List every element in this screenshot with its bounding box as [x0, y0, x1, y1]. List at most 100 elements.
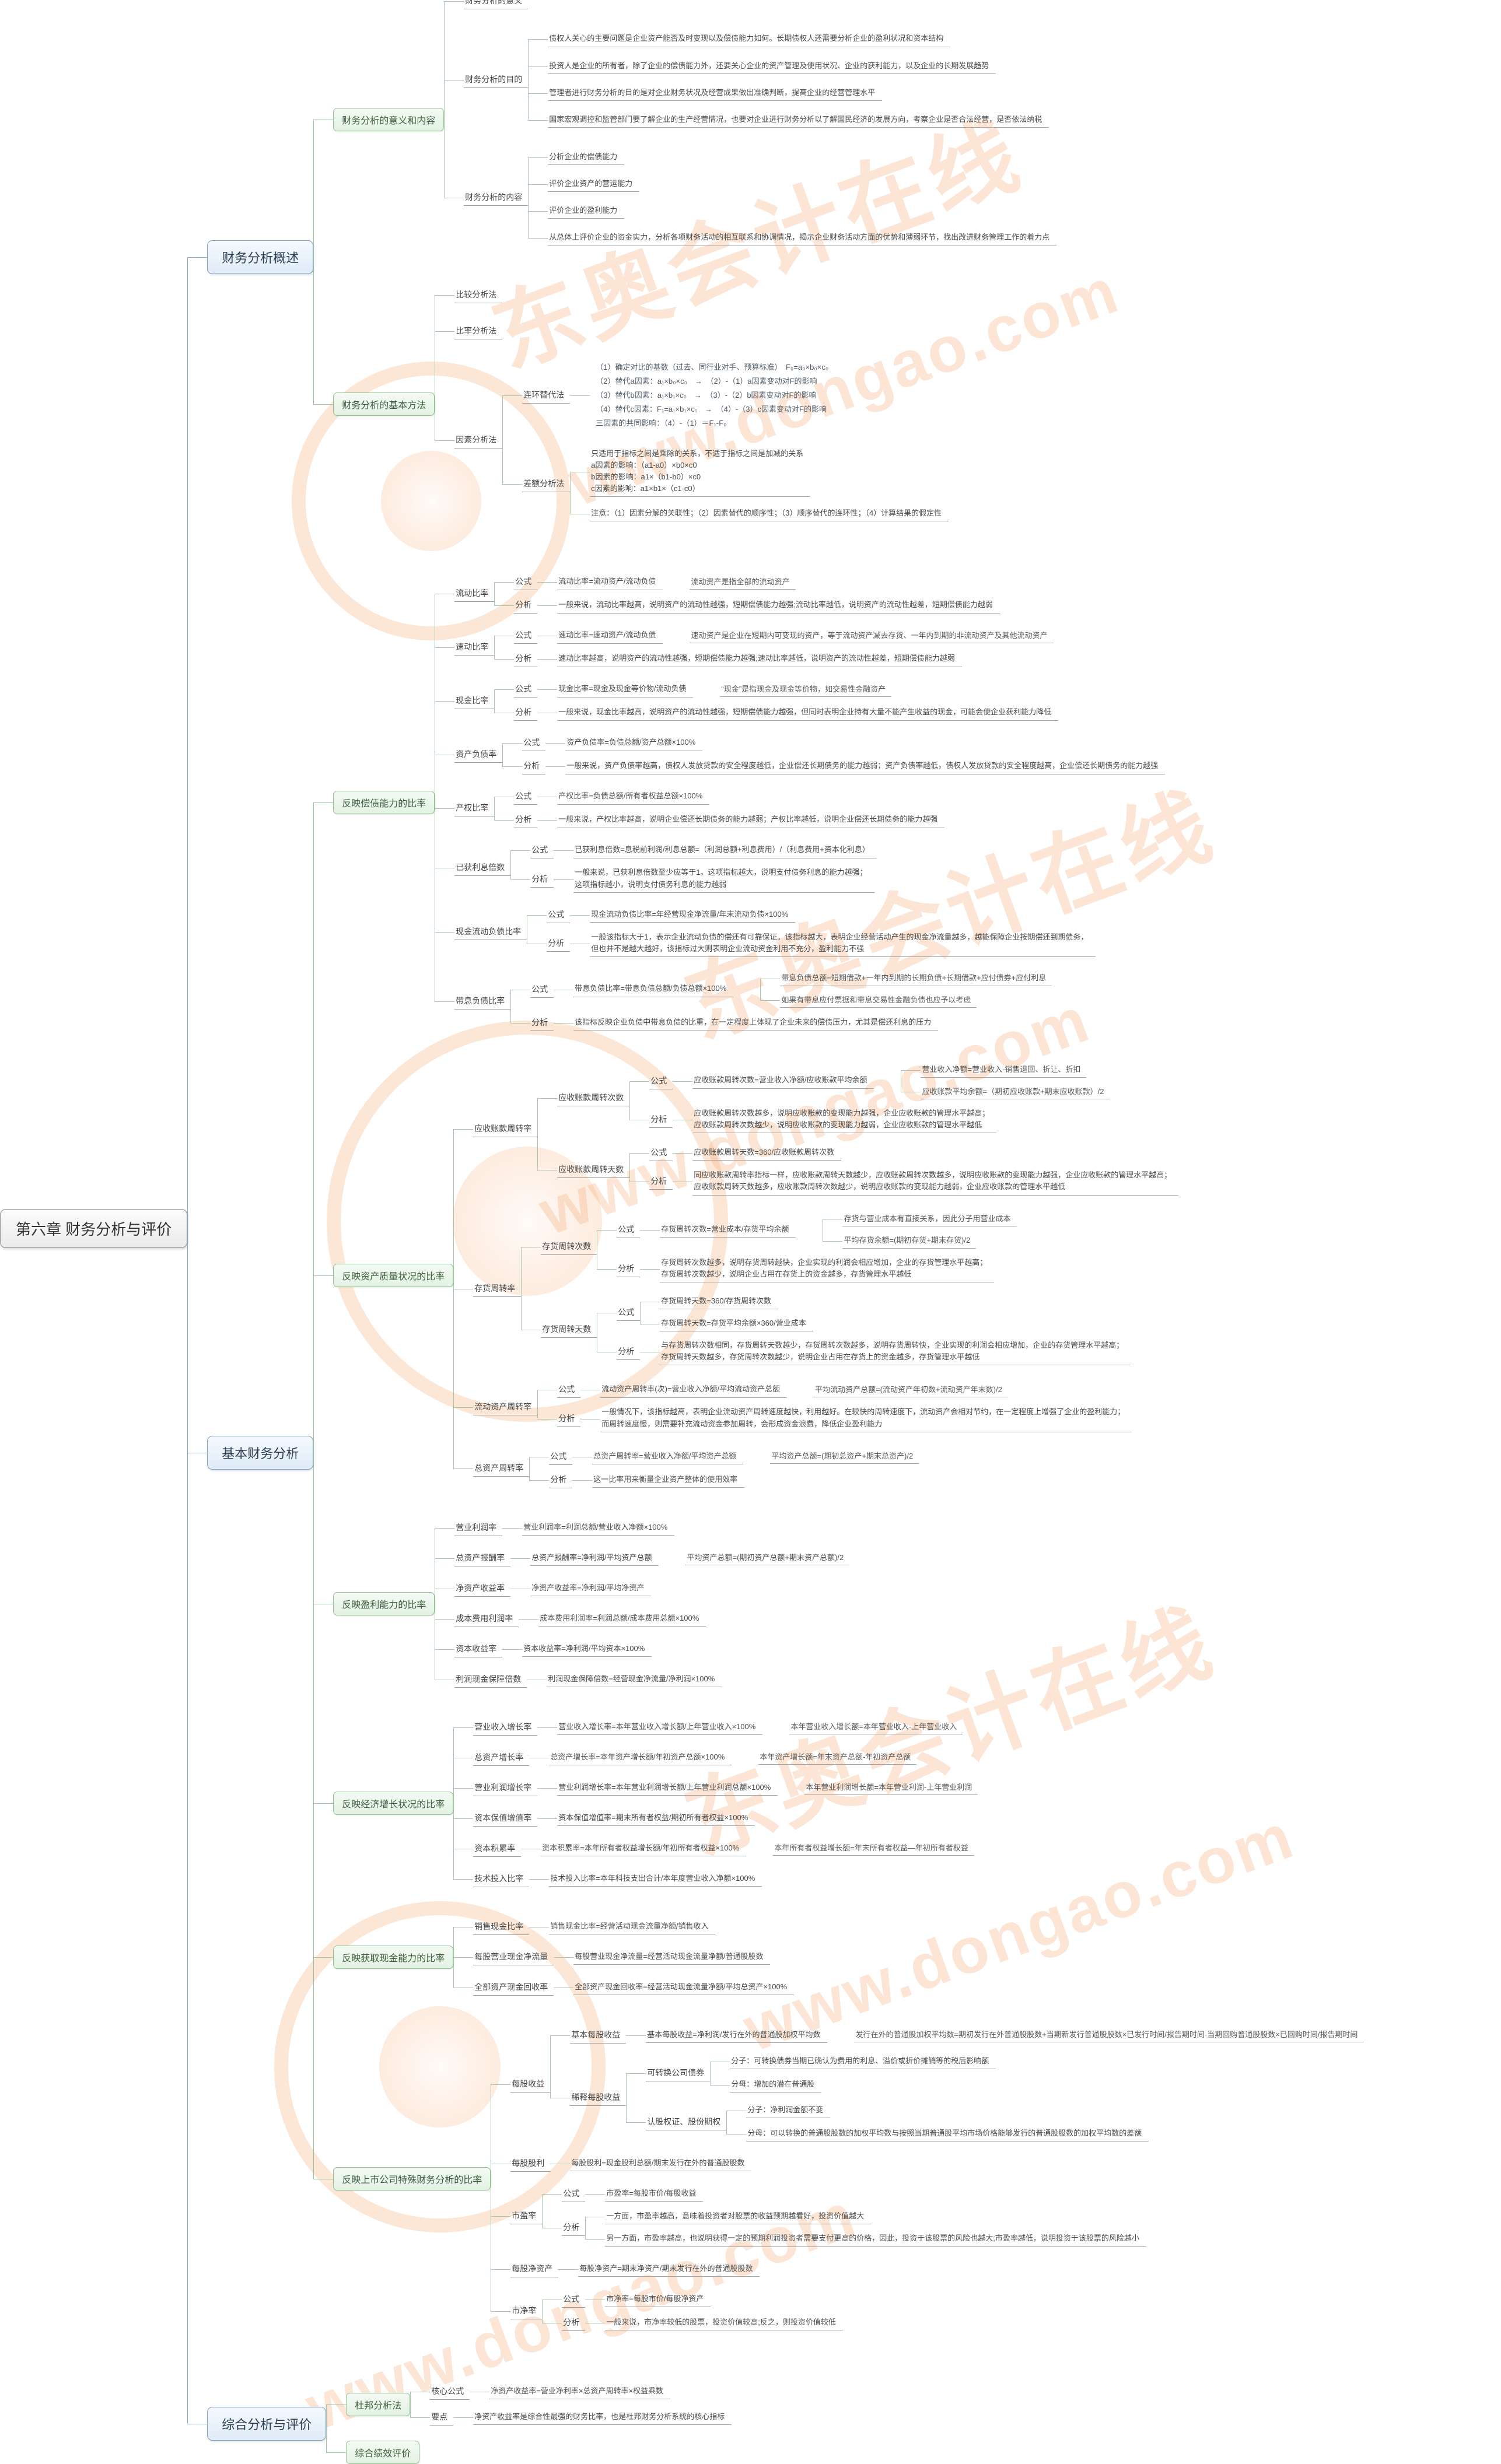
topic-label[interactable]: 应收账款周转天数 — [557, 1162, 630, 1179]
topic-label[interactable]: 分析 — [562, 2220, 586, 2237]
topic-label[interactable]: 总资产周转率 — [473, 1460, 530, 1477]
topic-label[interactable]: 分析 — [522, 758, 546, 775]
topic-label[interactable]: 公式 — [617, 1222, 641, 1239]
formula-text: 应收账款周转天数=360/应收账款周转次数 — [692, 1145, 842, 1161]
topic-label[interactable]: 比率分析法 — [454, 323, 503, 339]
branch-node[interactable]: 财务分析概述 — [207, 240, 314, 275]
topic-label[interactable]: 分析 — [514, 812, 538, 829]
topic-label[interactable]: 产权比率 — [454, 800, 495, 817]
topic-label[interactable]: 公式 — [514, 574, 538, 591]
topic-label[interactable]: 分析 — [530, 1015, 554, 1032]
topic-label[interactable]: 公式 — [562, 2291, 586, 2308]
topic-label[interactable]: 财务分析的目的 — [464, 72, 529, 88]
topic-label[interactable]: 净资产收益率 — [454, 1580, 511, 1597]
topic-label[interactable]: 分析 — [617, 1344, 641, 1361]
topic-label[interactable]: 存货周转率 — [473, 1281, 522, 1297]
mindmap-branch: 速动比率=速动资产/流动负债 — [537, 628, 663, 644]
topic-label[interactable]: 公式 — [514, 788, 538, 805]
topic-label[interactable]: 应收账款周转率 — [473, 1121, 538, 1137]
topic-label[interactable]: 公式 — [562, 2186, 586, 2203]
topic-label[interactable]: 分析 — [514, 651, 538, 668]
topic-label[interactable]: 营业利润率 — [454, 1520, 503, 1536]
topic-label[interactable]: 连环替代法 — [522, 387, 571, 404]
topic-label[interactable]: 技术投入比率 — [473, 1871, 530, 1887]
topic-label[interactable]: 存货周转次数 — [541, 1239, 597, 1256]
topic-label[interactable]: 流动资产周转率 — [473, 1399, 538, 1415]
section-node[interactable]: 反映偿债能力的比率 — [333, 791, 435, 815]
branch-node[interactable]: 综合分析与评价 — [207, 2406, 327, 2441]
topic-label[interactable]: 可转换公司债券 — [646, 2065, 711, 2081]
topic-label[interactable]: 市净率 — [510, 2303, 543, 2319]
section-node[interactable]: 财务分析的意义和内容 — [333, 107, 445, 131]
topic-label[interactable]: 分析 — [514, 704, 538, 721]
topic-label[interactable]: 分析 — [549, 1472, 573, 1488]
topic-label[interactable]: 市盈率 — [510, 2208, 543, 2225]
topic-label[interactable]: 公式 — [557, 1382, 581, 1399]
topic-label[interactable]: 分析 — [562, 2315, 586, 2331]
topic-label[interactable]: 总资产增长率 — [473, 1750, 530, 1766]
topic-label[interactable]: 分析 — [649, 1112, 673, 1128]
topic-label[interactable]: 公式 — [522, 735, 546, 752]
topic-label[interactable]: 公式 — [530, 842, 554, 859]
topic-label[interactable]: 现金流动负债比率 — [454, 924, 527, 940]
topic-label[interactable]: 速动比率 — [454, 639, 495, 656]
topic-label[interactable]: 差额分析法 — [522, 476, 571, 493]
topic-label[interactable]: 比较分析法 — [454, 287, 503, 303]
topic-label[interactable]: 每股净资产 — [510, 2261, 559, 2277]
section-node[interactable]: 反映上市公司特殊财务分析的比率 — [333, 2167, 491, 2191]
topic-label[interactable]: 资本收益率 — [454, 1641, 503, 1657]
section-node[interactable]: 反映资产质量状况的比率 — [333, 1263, 454, 1287]
topic-label[interactable]: 资产负债率 — [454, 746, 503, 763]
topic-label[interactable]: 存货周转天数 — [541, 1322, 597, 1338]
topic-label[interactable]: 财务分析的内容 — [464, 190, 529, 206]
topic-label[interactable]: 每股股利 — [510, 2155, 551, 2172]
note-text: 平均资产总额=(期初总资产+期末总资产)/2 — [770, 1449, 919, 1464]
section-node[interactable]: 反映盈利能力的比率 — [333, 1592, 435, 1615]
topic-label[interactable]: 分析 — [649, 1173, 673, 1190]
detail-text: 管理者进行财务分析的目的是对企业财务状况及经营成果做出准确判断，提高企业的经营管… — [548, 86, 883, 101]
topic-label[interactable]: 公式 — [649, 1073, 673, 1089]
topic-label[interactable]: 营业收入增长率 — [473, 1719, 538, 1736]
topic-label[interactable]: 销售现金比率 — [473, 1919, 530, 1935]
topic-label[interactable]: 带息负债比率 — [454, 993, 511, 1010]
section-node[interactable]: 杜邦分析法 — [346, 2392, 411, 2416]
topic-label[interactable]: 已获利息倍数 — [454, 860, 511, 876]
topic-label[interactable]: 公式 — [649, 1145, 673, 1162]
section-node[interactable]: 反映经济增长状况的比率 — [333, 1791, 454, 1815]
topic-label[interactable]: 资本积累率 — [473, 1841, 522, 1857]
topic-label[interactable]: 利润现金保障倍数 — [454, 1671, 527, 1688]
topic-label[interactable]: 核心公式 — [430, 2384, 470, 2400]
topic-label[interactable]: 公式 — [514, 628, 538, 644]
topic-label[interactable]: 公式 — [514, 681, 538, 698]
topic-label[interactable]: 分析 — [557, 1411, 581, 1427]
root-node[interactable]: 第六章 财务分析与评价 — [0, 1209, 188, 1248]
topic-label[interactable]: 分析 — [617, 1261, 641, 1277]
topic-label[interactable]: 公式 — [549, 1449, 573, 1465]
topic-label[interactable]: 每股营业现金净流量 — [473, 1949, 554, 1965]
topic-label[interactable]: 分析 — [514, 597, 538, 614]
topic-label[interactable]: 成本费用利润率 — [454, 1611, 519, 1627]
topic-label[interactable]: 基本每股收益 — [570, 2027, 627, 2044]
topic-label[interactable]: 分析 — [530, 871, 554, 888]
topic-label[interactable]: 认股权证、股份期权 — [646, 2114, 727, 2131]
topic-label[interactable]: 稀释每股收益 — [570, 2090, 627, 2107]
topic-label[interactable]: 公式 — [547, 907, 571, 923]
topic-label[interactable]: 财务分析的意义 — [464, 0, 529, 10]
branch-node[interactable]: 基本财务分析 — [207, 1435, 314, 1470]
topic-label[interactable]: 总资产报酬率 — [454, 1550, 511, 1566]
topic-label[interactable]: 流动比率 — [454, 586, 495, 602]
topic-label[interactable]: 公式 — [530, 982, 554, 998]
section-node[interactable]: 综合绩效评价 — [346, 2440, 420, 2464]
topic-label[interactable]: 每股收益 — [510, 2076, 551, 2093]
topic-label[interactable]: 现金比率 — [454, 693, 495, 710]
topic-label[interactable]: 资本保值增值率 — [473, 1810, 538, 1827]
topic-label[interactable]: 因素分析法 — [454, 432, 503, 449]
topic-label[interactable]: 营业利润增长率 — [473, 1780, 538, 1796]
topic-label[interactable]: 应收账款周转次数 — [557, 1090, 630, 1106]
section-node[interactable]: 财务分析的基本方法 — [333, 392, 435, 416]
topic-label[interactable]: 全部资产现金回收率 — [473, 1979, 554, 1996]
topic-label[interactable]: 要点 — [430, 2409, 454, 2426]
topic-label[interactable]: 分析 — [547, 935, 571, 952]
topic-label[interactable]: 公式 — [617, 1305, 641, 1322]
section-node[interactable]: 反映获取现金能力的比率 — [333, 1945, 454, 1969]
